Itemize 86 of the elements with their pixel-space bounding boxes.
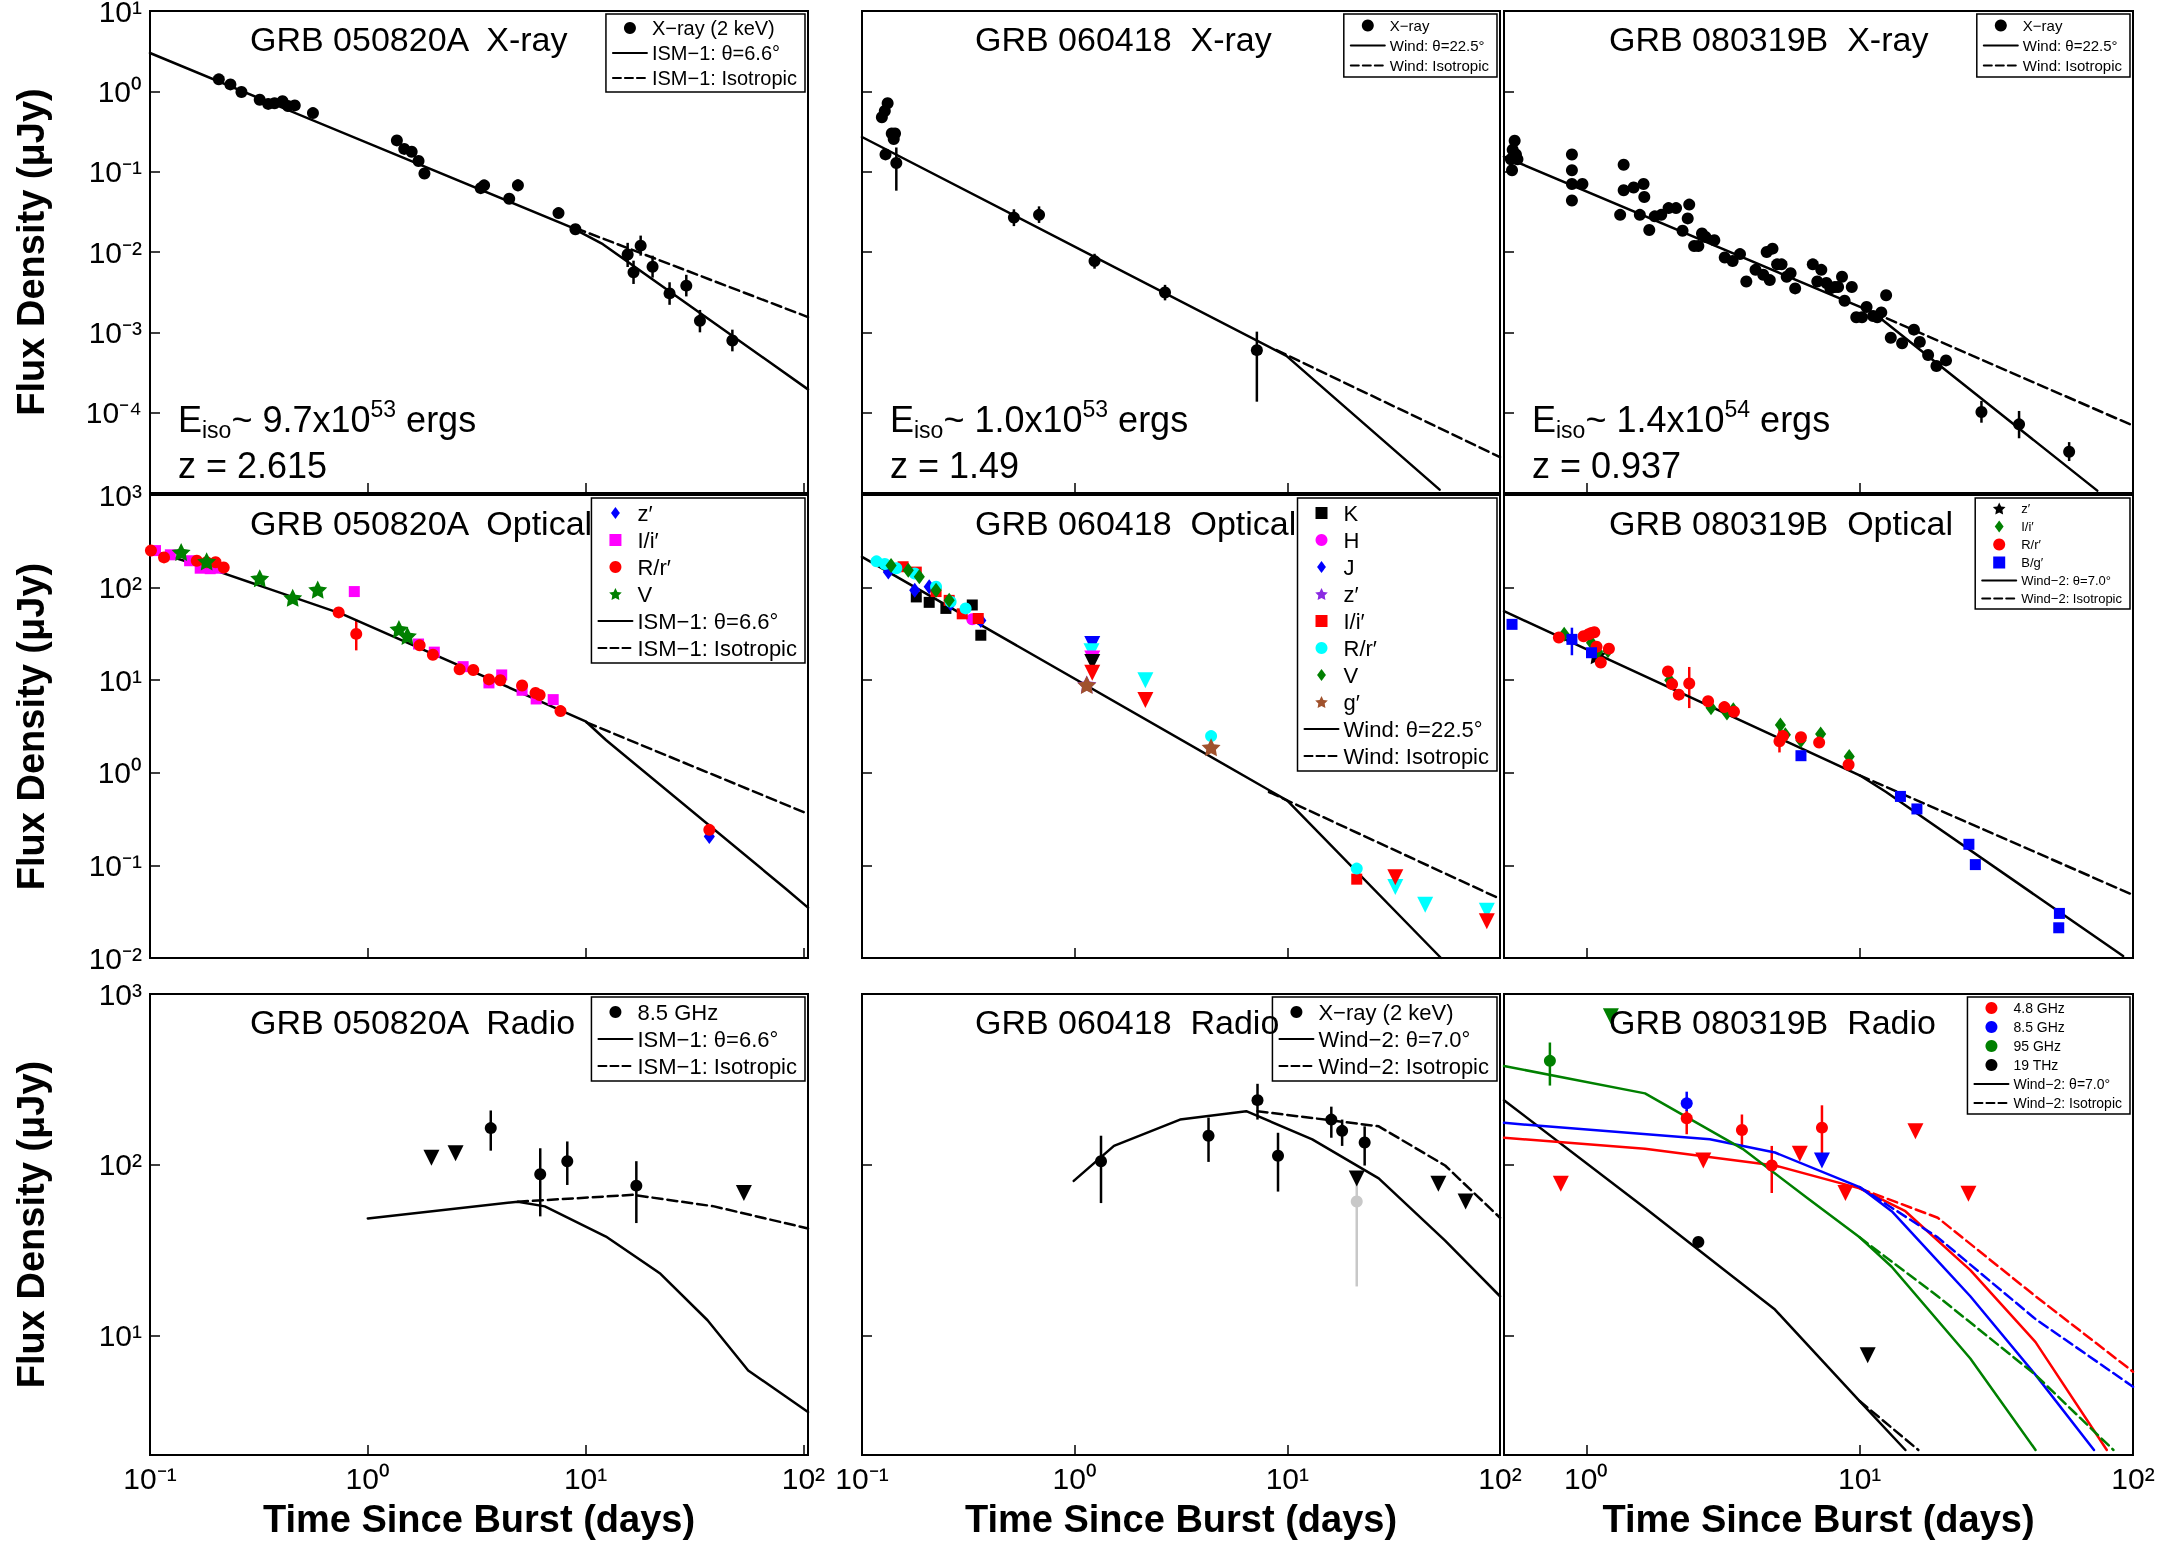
y-tick-label: 10⁻¹ [88, 155, 143, 189]
legend-label: 8.5 GHz [637, 999, 719, 1025]
y-tick-label: 10¹ [98, 663, 143, 697]
legend-label: ISM−1: θ=6.6° [651, 42, 781, 64]
legend-label: I/i′ [1343, 608, 1365, 634]
chart-title: GRB 080319B Radio [1609, 1003, 1936, 1041]
legend-label: I/i′ [637, 527, 659, 553]
legend-label: ISM−1: Isotropic [637, 1053, 798, 1079]
legend-label: I/i′ [2021, 519, 2035, 534]
x-tick-label: 10² [781, 1461, 826, 1495]
legend-label: X−ray [2022, 17, 2063, 34]
y-axis-title: Flux Density (μJy) [10, 1060, 52, 1389]
legend-label: V [1343, 662, 1359, 688]
legend-label: z′ [1343, 581, 1359, 607]
legend-label: 19 THz [2013, 1057, 2059, 1073]
legend-label: R/r′ [637, 554, 671, 580]
y-tick-label: 10⁻² [88, 235, 143, 269]
legend-label: H [1343, 527, 1360, 553]
y-tick-label: 10² [98, 1148, 143, 1182]
legend-label: R/r′ [2021, 537, 2042, 552]
y-tick-label: 10⁻⁴ [85, 396, 142, 430]
y-tick-label: 10⁻² [88, 941, 143, 975]
legend-label: ISM−1: θ=6.6° [637, 1026, 779, 1052]
annotation: z = 0.937 [1532, 444, 1682, 486]
legend-label: Wind−2: Isotropic [2013, 1095, 2123, 1111]
x-tick-label: 10⁰ [1564, 1461, 1609, 1495]
legend-label: Wind: θ=22.5° [1343, 716, 1483, 742]
y-tick-label: 10⁰ [97, 74, 142, 108]
x-tick-label: 10⁰ [1052, 1461, 1097, 1495]
x-tick-label: 10⁻¹ [835, 1461, 889, 1495]
chart-title: GRB 080319B Optical [1609, 504, 1953, 542]
legend-label: g′ [1343, 689, 1360, 715]
x-tick-label: 10⁰ [345, 1461, 390, 1495]
legend-label: B/g′ [2021, 555, 2044, 570]
chart-title: GRB 060418 Optical [975, 504, 1297, 542]
legend-label: z′ [2021, 501, 2031, 516]
legend-label: V [637, 581, 653, 607]
x-axis-title: Time Since Burst (days) [262, 1498, 696, 1540]
x-tick-label: 10⁻¹ [123, 1461, 177, 1495]
annotation: z = 2.615 [178, 444, 328, 486]
y-tick-label: 10⁻³ [88, 315, 143, 349]
legend-label: X−ray (2 keV) [651, 17, 775, 39]
legend-label: X−ray [1389, 17, 1430, 34]
y-axis-title: Flux Density (μJy) [10, 562, 52, 891]
y-tick-label: 10⁰ [97, 756, 142, 790]
legend-label: z′ [637, 500, 653, 526]
chart-title: GRB 050820A X-ray [250, 20, 568, 58]
legend-label: Wind: Isotropic [1389, 57, 1490, 74]
legend-label: ISM−1: Isotropic [651, 67, 797, 89]
legend-label: Wind: θ=22.5° [1389, 37, 1485, 54]
x-tick-label: 10¹ [1837, 1461, 1882, 1495]
legend-label: Wind−2: θ=7.0° [2013, 1076, 2111, 1092]
legend-label: Wind: Isotropic [1343, 743, 1490, 769]
legend-label: ISM−1: θ=6.6° [637, 608, 779, 634]
y-tick-label: 10¹ [98, 0, 143, 28]
y-tick-label: 10¹ [98, 1319, 143, 1353]
legend-label: Wind−2: Isotropic [1318, 1053, 1489, 1079]
x-tick-label: 10¹ [563, 1461, 608, 1495]
y-tick-label: 10² [98, 571, 143, 605]
y-tick-label: 10³ [98, 977, 143, 1011]
x-axis-title: Time Since Burst (days) [1602, 1498, 2035, 1540]
legend-label: X−ray (2 keV) [1318, 999, 1454, 1025]
chart-title: GRB 080319B X-ray [1609, 20, 1929, 58]
legend-label: Wind−2: θ=7.0° [1318, 1026, 1471, 1052]
legend-label: R/r′ [1343, 635, 1377, 661]
legend-label: 95 GHz [2013, 1038, 2061, 1054]
x-tick-label: 10¹ [1265, 1461, 1310, 1495]
x-axis-title: Time Since Burst (days) [964, 1498, 1398, 1540]
legend-label: Wind: θ=22.5° [2022, 37, 2118, 54]
y-tick-label: 10⁻¹ [88, 848, 143, 882]
chart-title: GRB 050820A Radio [250, 1003, 576, 1041]
y-tick-label: 10³ [98, 478, 143, 512]
legend-label: 8.5 GHz [2013, 1019, 2065, 1035]
x-tick-label: 10² [1478, 1461, 1522, 1495]
legend-label: 4.8 GHz [2013, 1000, 2065, 1016]
legend-label: J [1343, 554, 1355, 580]
legend-label: K [1343, 500, 1359, 526]
legend-label: Wind: Isotropic [2022, 57, 2123, 74]
legend-label: Wind−2: θ=7.0° [2021, 573, 2111, 588]
chart-title: GRB 050820A Optical [250, 504, 593, 542]
chart-title: GRB 060418 X-ray [975, 20, 1272, 58]
legend-label: ISM−1: Isotropic [637, 635, 798, 661]
y-axis-title: Flux Density (μJy) [10, 88, 52, 416]
x-tick-label: 10² [2111, 1461, 2155, 1495]
annotation: z = 1.49 [890, 444, 1020, 486]
legend-label: Wind−2: Isotropic [2021, 591, 2123, 606]
